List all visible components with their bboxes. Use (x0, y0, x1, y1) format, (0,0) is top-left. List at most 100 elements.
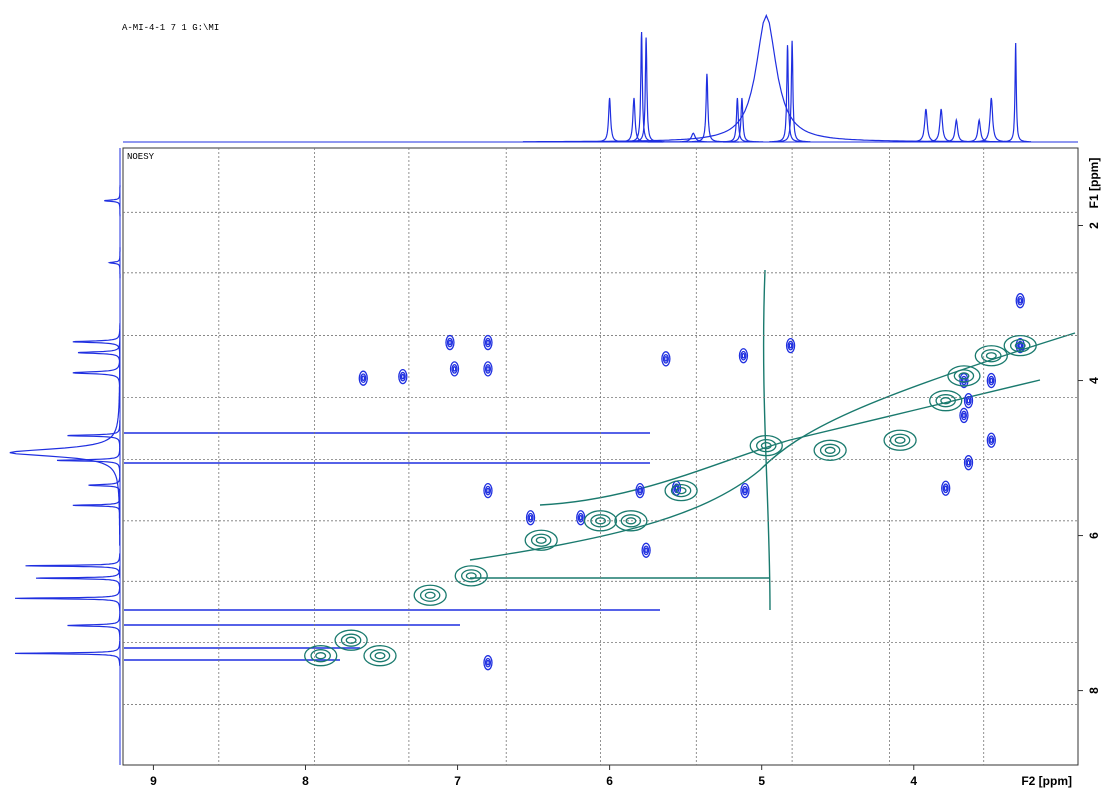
cross-peak (1015, 338, 1025, 354)
top-peak (623, 31, 660, 143)
cross-peak (358, 370, 368, 386)
top-peak (1000, 42, 1032, 143)
cross-peak (446, 337, 454, 348)
cross-peak (369, 649, 391, 663)
x-tick-label: 9 (150, 774, 157, 788)
cross-peak (966, 459, 971, 466)
side-peak (14, 585, 121, 611)
cross-peak (449, 361, 460, 377)
cross-peak (345, 636, 357, 644)
x-tick-label: 4 (910, 774, 917, 788)
cross-peak (958, 372, 970, 380)
top-peak (585, 97, 634, 143)
cross-peak (675, 486, 687, 495)
top-peak (895, 108, 957, 143)
cross-peak (760, 441, 772, 450)
cross-peak (413, 584, 447, 606)
cross-peak (986, 432, 996, 448)
cross-peak (1009, 339, 1031, 353)
cross-peak (315, 652, 327, 660)
cross-peak (824, 446, 836, 454)
cross-peak (740, 350, 747, 361)
cross-peak (643, 545, 650, 556)
side-peak (14, 641, 121, 666)
cross-peak (524, 529, 558, 551)
cross-peak (943, 485, 948, 492)
cross-peak (641, 542, 651, 558)
cross-peak (635, 482, 645, 499)
y-tick-label: 2 (1087, 222, 1101, 229)
cross-peak (483, 361, 493, 377)
cross-peak (614, 510, 648, 532)
side-peak (67, 610, 121, 641)
cross-peak (883, 429, 917, 451)
cross-peak (528, 514, 533, 521)
cross-peak (486, 339, 490, 346)
cross-peak (625, 517, 637, 525)
cross-peak (583, 510, 618, 532)
y-axis-label: F1 [ppm] (1087, 158, 1101, 209)
side-peak (72, 349, 121, 396)
top-peak (716, 97, 759, 143)
side-peak (72, 492, 121, 518)
top-peak (948, 117, 1010, 143)
cross-peak (620, 514, 642, 528)
cross-peak (787, 340, 794, 351)
cross-peak (486, 366, 490, 372)
cross-peak (445, 334, 455, 351)
cross-peak (966, 397, 971, 404)
header: A-MI-4-1 7 1 G:\MI (122, 23, 219, 33)
cross-peak (959, 372, 969, 389)
cross-peak (484, 485, 492, 496)
x-tick-label: 8 (302, 774, 309, 788)
cross-peak (638, 487, 642, 494)
cross-peak (1018, 342, 1023, 349)
cross-peak (535, 536, 547, 544)
cross-peak (940, 397, 952, 405)
side-peak (35, 565, 121, 591)
x-tick-label: 6 (606, 774, 613, 788)
cross-peak (1017, 340, 1024, 351)
cross-peak (484, 364, 492, 374)
cross-peak (749, 434, 783, 457)
cross-peak (400, 373, 405, 380)
cross-peak (813, 439, 847, 461)
x-axis-label: F2 [ppm] (1021, 774, 1072, 788)
side-peak (9, 359, 121, 546)
cross-peak (965, 457, 972, 468)
cross-peak (340, 633, 362, 647)
cross-peak (962, 412, 966, 419)
cross-peak (1014, 342, 1026, 350)
top-peak (522, 13, 1010, 143)
cross-peak (525, 510, 536, 526)
cross-peak (963, 393, 974, 409)
side-peak (25, 553, 121, 579)
cross-peak (460, 569, 482, 583)
cross-peak (942, 483, 949, 494)
top-peak (773, 40, 811, 143)
cross-peak (988, 375, 995, 386)
cross-peak (664, 479, 698, 502)
cross-peak (465, 572, 477, 580)
cross-peak (374, 652, 386, 660)
cross-peak (1018, 297, 1023, 304)
cross-peak (989, 377, 994, 384)
x-tick-label: 5 (758, 774, 765, 788)
top-peak (685, 73, 729, 143)
cross-peak (448, 339, 452, 346)
cross-peak (1015, 293, 1025, 309)
streak (762, 269, 771, 611)
y-tick-label: 4 (1087, 377, 1101, 384)
cross-peak (741, 352, 746, 359)
streak (539, 379, 1041, 506)
cross-peak (756, 438, 777, 453)
cross-peak (819, 443, 841, 457)
cross-peak (788, 342, 793, 349)
experiment-label: NOESY (127, 152, 155, 162)
cross-peak (960, 410, 967, 421)
x-tick-label: 7 (454, 774, 461, 788)
cross-peak (636, 485, 644, 496)
cross-peak (454, 565, 488, 587)
cross-peak (941, 480, 951, 496)
cross-peak (1003, 335, 1037, 357)
